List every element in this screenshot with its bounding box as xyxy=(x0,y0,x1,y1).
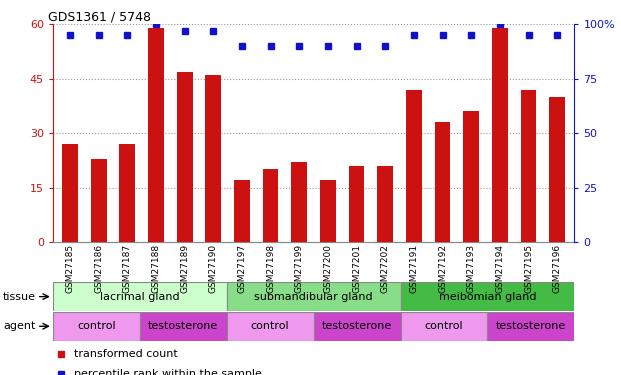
Text: control: control xyxy=(251,321,289,331)
Text: GSM27187: GSM27187 xyxy=(123,244,132,293)
Bar xyxy=(227,312,314,340)
Text: GSM27197: GSM27197 xyxy=(237,244,247,293)
Text: testosterone: testosterone xyxy=(322,321,392,331)
Text: GSM27202: GSM27202 xyxy=(381,244,390,293)
Text: percentile rank within the sample: percentile rank within the sample xyxy=(74,369,261,375)
Text: GSM27196: GSM27196 xyxy=(553,244,562,293)
Text: agent: agent xyxy=(3,321,35,331)
Bar xyxy=(487,312,574,340)
Text: meibomian gland: meibomian gland xyxy=(438,292,537,302)
Text: GSM27200: GSM27200 xyxy=(324,244,332,293)
Text: GSM27201: GSM27201 xyxy=(352,244,361,293)
Bar xyxy=(62,144,78,242)
Bar xyxy=(520,90,537,242)
Bar xyxy=(177,72,193,242)
Text: lacrimal gland: lacrimal gland xyxy=(100,292,179,302)
Text: GSM27186: GSM27186 xyxy=(94,244,103,293)
Bar xyxy=(314,312,401,340)
Text: tissue: tissue xyxy=(3,292,36,302)
Text: GSM27198: GSM27198 xyxy=(266,244,275,293)
Bar xyxy=(206,75,221,242)
Bar xyxy=(406,90,422,242)
Bar xyxy=(91,159,107,242)
Bar xyxy=(492,28,508,242)
Text: testosterone: testosterone xyxy=(148,321,219,331)
Bar xyxy=(53,282,227,311)
Text: GSM27191: GSM27191 xyxy=(409,244,419,293)
Text: submandibular gland: submandibular gland xyxy=(254,292,373,302)
Text: GSM27188: GSM27188 xyxy=(152,244,160,293)
Text: testosterone: testosterone xyxy=(496,321,566,331)
Text: GSM27195: GSM27195 xyxy=(524,244,533,293)
Bar xyxy=(401,282,574,311)
Text: control: control xyxy=(425,321,463,331)
Text: GSM27194: GSM27194 xyxy=(496,244,504,293)
Bar xyxy=(378,166,393,242)
Bar xyxy=(53,312,140,340)
Bar xyxy=(263,170,278,242)
Bar xyxy=(119,144,135,242)
Text: GDS1361 / 5748: GDS1361 / 5748 xyxy=(48,10,150,23)
Bar xyxy=(148,28,164,242)
Text: GSM27185: GSM27185 xyxy=(65,244,75,293)
Text: GSM27192: GSM27192 xyxy=(438,244,447,293)
Text: GSM27199: GSM27199 xyxy=(295,244,304,293)
Text: GSM27189: GSM27189 xyxy=(180,244,189,293)
Text: GSM27193: GSM27193 xyxy=(467,244,476,293)
Bar xyxy=(227,282,401,311)
Bar xyxy=(234,180,250,242)
Bar xyxy=(291,162,307,242)
Bar xyxy=(320,180,336,242)
Bar xyxy=(550,97,565,242)
Bar xyxy=(349,166,365,242)
Text: transformed count: transformed count xyxy=(74,349,178,359)
Bar xyxy=(463,111,479,242)
Text: control: control xyxy=(77,321,116,331)
Bar xyxy=(140,312,227,340)
Bar xyxy=(401,312,487,340)
Bar xyxy=(435,122,450,242)
Text: GSM27190: GSM27190 xyxy=(209,244,218,293)
